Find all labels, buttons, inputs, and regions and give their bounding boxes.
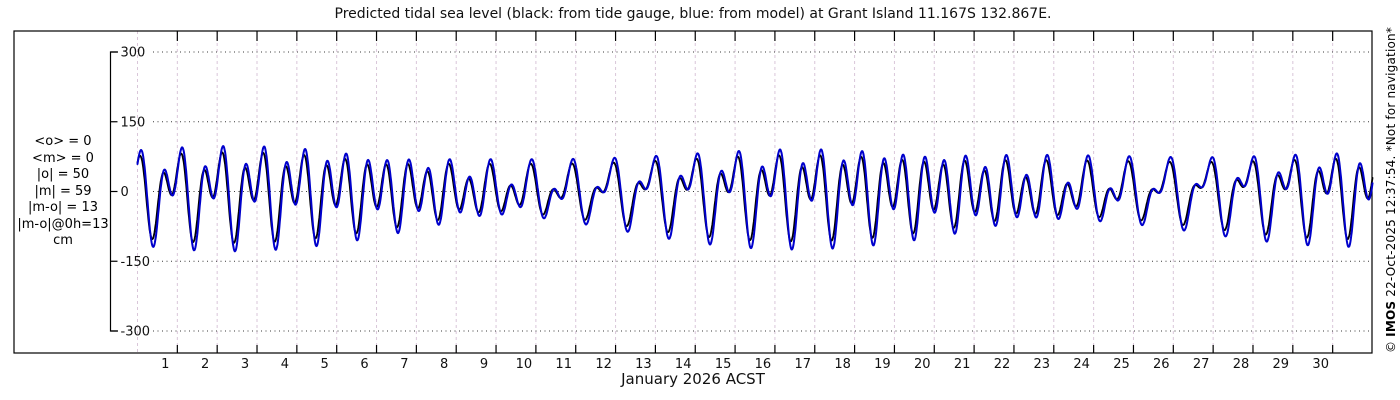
day-label: 19 bbox=[874, 357, 891, 372]
chart-title: Predicted tidal sea level (black: from t… bbox=[334, 6, 1052, 22]
stat-line: |m-o| = 13 bbox=[27, 200, 98, 215]
day-label: 10 bbox=[516, 357, 533, 372]
y-tick-label: 150 bbox=[121, 115, 146, 130]
day-label: 28 bbox=[1233, 357, 1250, 372]
day-label: 1 bbox=[161, 357, 169, 372]
day-label: 16 bbox=[755, 357, 772, 372]
y-tick-label: 0 bbox=[121, 185, 129, 200]
day-label: 23 bbox=[1034, 357, 1051, 372]
day-label: 11 bbox=[555, 357, 572, 372]
stat-line: cm bbox=[53, 233, 73, 248]
day-label: 8 bbox=[440, 357, 448, 372]
day-label: 30 bbox=[1312, 357, 1329, 372]
stat-line: <m> = 0 bbox=[32, 150, 94, 166]
day-label: 24 bbox=[1073, 357, 1090, 372]
stat-line: |m| = 59 bbox=[34, 183, 92, 199]
copyright-note: 22-Oct-2025 12:37:54. *Not for navigatio… bbox=[1384, 26, 1398, 301]
day-label: 25 bbox=[1113, 357, 1130, 372]
day-label: 21 bbox=[954, 357, 971, 372]
day-label: 27 bbox=[1193, 357, 1210, 372]
day-label: 12 bbox=[595, 357, 612, 372]
day-label: 13 bbox=[635, 357, 652, 372]
copyright-symbol: © bbox=[1384, 336, 1398, 354]
day-label: 17 bbox=[795, 357, 812, 372]
day-label: 3 bbox=[241, 357, 249, 372]
y-tick-label: -300 bbox=[121, 325, 151, 340]
day-label: 2 bbox=[201, 357, 209, 372]
y-tick-label: 300 bbox=[121, 46, 146, 61]
day-label: 4 bbox=[281, 357, 289, 372]
day-label: 29 bbox=[1273, 357, 1290, 372]
x-axis-title: January 2026 ACST bbox=[621, 370, 765, 388]
series-model bbox=[136, 145, 1374, 253]
stat-line: |m-o|@0h=13 bbox=[17, 216, 109, 232]
day-label: 22 bbox=[994, 357, 1011, 372]
day-label: 14 bbox=[675, 357, 692, 372]
copyright-org: IMOS bbox=[1384, 300, 1398, 337]
day-label: 6 bbox=[360, 357, 368, 372]
stat-line: <o> = 0 bbox=[34, 134, 92, 149]
day-label: 20 bbox=[914, 357, 931, 372]
day-label: 9 bbox=[480, 357, 488, 372]
day-label: 7 bbox=[400, 357, 408, 372]
stats-block: <o> = 0 <m> = 0 |o| = 50 |m| = 59 |m-o| = 13… bbox=[15, 134, 111, 250]
y-tick-label: -150 bbox=[121, 255, 151, 270]
day-label: 26 bbox=[1153, 357, 1170, 372]
day-label: 15 bbox=[715, 357, 732, 372]
day-label: 18 bbox=[834, 357, 851, 372]
stat-line: |o| = 50 bbox=[36, 167, 90, 182]
copyright-vertical-text: © IMOS 22-Oct-2025 12:37:54. *Not for na… bbox=[1384, 27, 1398, 353]
day-label: 5 bbox=[321, 357, 329, 372]
